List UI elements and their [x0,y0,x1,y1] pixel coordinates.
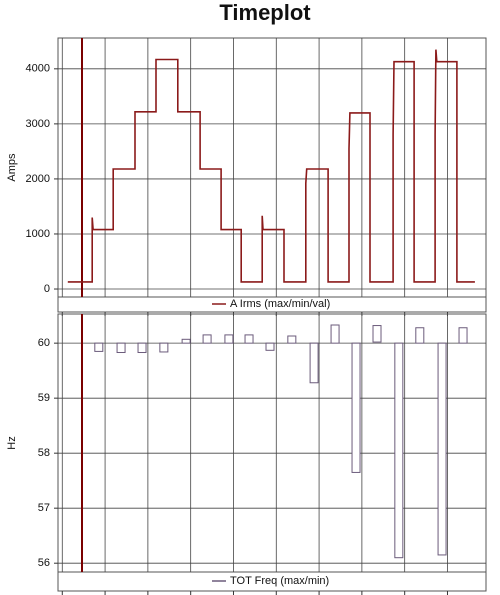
range-bar [415,327,425,344]
y-tick-label: 0 [44,283,50,295]
range-bar [309,342,319,384]
range-bar [116,342,126,354]
y-tick-label: 56 [38,557,50,569]
range-bar [287,335,297,344]
range-bar [351,342,361,473]
y-tick-label: 3000 [26,118,50,130]
range-bar [458,327,468,344]
y-tick-label: 57 [38,502,50,514]
range-bar [265,342,275,351]
plot-frame [57,313,487,592]
legend-label: A Irms (max/min/val) [230,298,330,310]
range-bar [244,334,254,344]
range-bar [224,334,234,344]
plot-frame [57,37,487,313]
series-line [67,49,475,283]
y-axis-label: Hz [6,436,18,449]
range-bar [181,338,191,344]
chart-title: Timeplot [219,0,311,25]
y-tick-label: 58 [38,447,50,459]
y-tick-label: 59 [38,392,50,404]
range-bar [159,342,169,353]
range-bar [94,342,104,352]
range-bar [394,342,404,559]
range-bar [137,342,147,354]
range-bar [372,325,382,343]
legend-label: TOT Freq (max/min) [230,575,329,587]
y-tick-label: 2000 [26,173,50,185]
range-bar [202,334,212,344]
y-tick-label: 4000 [26,63,50,75]
range-bar [437,342,447,556]
range-bar [330,324,340,344]
y-tick-label: 1000 [26,228,50,240]
y-tick-label: 60 [38,337,50,349]
y-axis-label: Amps [6,153,18,182]
